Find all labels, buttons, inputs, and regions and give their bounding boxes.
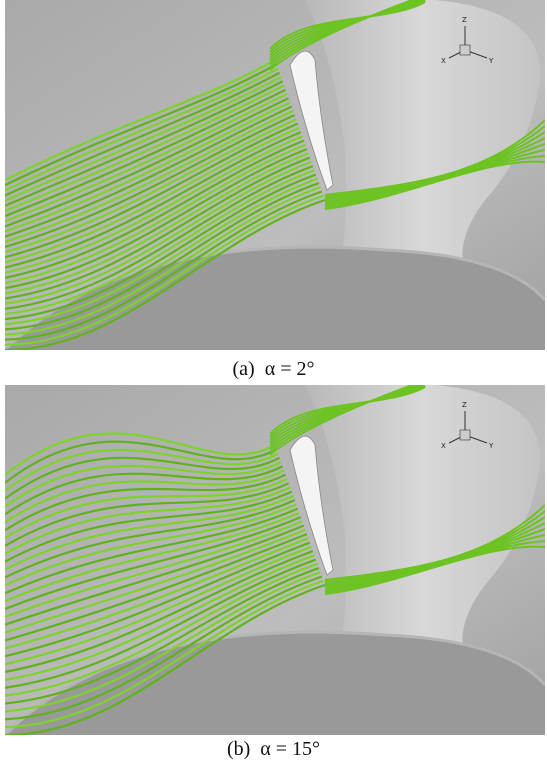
figure-image: Z X Y <box>5 385 545 735</box>
caption-text: α = 15° <box>260 738 320 760</box>
caption-label: (b) <box>227 738 250 760</box>
axis-label: Y <box>488 442 494 450</box>
axis-cube <box>460 430 470 440</box>
axis-label: Y <box>488 57 494 65</box>
figure-image: Z X Y <box>5 0 545 350</box>
page: ZXY (a)α = 2° ZXY (b)α = 15° (() => { co… <box>0 0 547 765</box>
axis-cube <box>460 45 470 55</box>
caption-text: α = 2° <box>265 358 315 380</box>
axis-label: Z <box>462 16 467 24</box>
axis-label: X <box>441 57 446 65</box>
caption-label: (a) <box>233 358 255 380</box>
axis-label: Z <box>462 401 467 409</box>
caption: (b) α = 15° <box>0 738 547 761</box>
axis-label: X <box>441 442 446 450</box>
caption: (a) α = 2° <box>0 358 547 381</box>
